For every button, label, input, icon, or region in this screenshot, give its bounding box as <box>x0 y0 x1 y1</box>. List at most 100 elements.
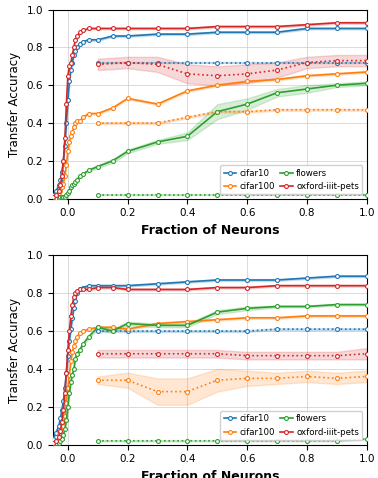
cifar10 <box>68 326 73 332</box>
cifar100 <box>57 190 61 196</box>
cifar100 <box>70 130 74 135</box>
cifar100 <box>51 194 55 200</box>
flowers <box>185 133 190 139</box>
oxford-iiit-pets <box>155 26 160 32</box>
cifar10 <box>77 41 82 46</box>
flowers <box>74 351 79 357</box>
cifar100 <box>96 111 100 117</box>
cifar10 <box>51 192 55 198</box>
cifar100 <box>155 101 160 107</box>
flowers <box>54 195 58 201</box>
X-axis label: Fraction of Neurons: Fraction of Neurons <box>141 224 279 237</box>
Line: flowers: flowers <box>51 303 369 445</box>
flowers <box>335 82 339 88</box>
flowers <box>58 438 63 444</box>
flowers <box>275 90 279 96</box>
flowers <box>81 341 85 347</box>
flowers <box>215 309 220 315</box>
cifar10 <box>305 275 309 281</box>
flowers <box>66 190 70 196</box>
cifar10 <box>335 273 339 279</box>
cifar100 <box>64 400 69 406</box>
flowers <box>67 188 71 194</box>
oxford-iiit-pets <box>71 44 76 50</box>
oxford-iiit-pets <box>81 28 85 33</box>
flowers <box>70 372 74 378</box>
oxford-iiit-pets <box>67 328 71 334</box>
cifar10 <box>96 37 100 43</box>
X-axis label: Fraction of Neurons: Fraction of Neurons <box>141 470 279 478</box>
cifar10 <box>61 398 66 404</box>
cifar100 <box>185 319 190 325</box>
oxford-iiit-pets <box>305 22 309 28</box>
cifar100 <box>305 313 309 319</box>
flowers <box>81 171 85 177</box>
flowers <box>64 417 69 423</box>
flowers <box>68 379 73 385</box>
cifar10 <box>245 277 249 283</box>
flowers <box>67 391 71 396</box>
cifar10 <box>54 430 58 436</box>
flowers <box>51 195 55 201</box>
oxford-iiit-pets <box>66 73 70 78</box>
cifar10 <box>125 283 130 289</box>
cifar10 <box>68 67 73 73</box>
oxford-iiit-pets <box>74 289 79 294</box>
oxford-iiit-pets <box>66 347 70 353</box>
cifar10 <box>96 283 100 289</box>
oxford-iiit-pets <box>87 26 91 32</box>
flowers <box>96 325 100 330</box>
oxford-iiit-pets <box>110 285 115 291</box>
cifar100 <box>60 428 64 434</box>
oxford-iiit-pets <box>51 440 55 445</box>
flowers <box>77 173 82 179</box>
cifar10 <box>60 169 64 175</box>
flowers <box>70 183 74 188</box>
cifar100 <box>73 337 77 343</box>
cifar100 <box>61 181 66 186</box>
oxford-iiit-pets <box>155 287 160 293</box>
cifar100 <box>335 71 339 77</box>
oxford-iiit-pets <box>71 294 76 300</box>
cifar100 <box>64 162 69 167</box>
oxford-iiit-pets <box>57 434 61 440</box>
cifar10 <box>66 98 70 103</box>
Line: cifar10: cifar10 <box>51 26 369 197</box>
oxford-iiit-pets <box>125 26 130 32</box>
oxford-iiit-pets <box>77 29 82 35</box>
oxford-iiit-pets <box>364 283 369 289</box>
cifar100 <box>125 326 130 332</box>
oxford-iiit-pets <box>335 283 339 289</box>
oxford-iiit-pets <box>73 290 77 296</box>
cifar100 <box>66 149 70 154</box>
oxford-iiit-pets <box>51 194 55 200</box>
cifar10 <box>71 52 76 58</box>
flowers <box>73 179 77 185</box>
oxford-iiit-pets <box>77 287 82 293</box>
Line: cifar100: cifar100 <box>51 70 369 199</box>
oxford-iiit-pets <box>125 287 130 293</box>
oxford-iiit-pets <box>70 52 74 58</box>
oxford-iiit-pets <box>68 60 73 65</box>
cifar10 <box>185 279 190 285</box>
oxford-iiit-pets <box>73 37 77 43</box>
cifar10 <box>335 26 339 32</box>
flowers <box>71 366 76 372</box>
cifar10 <box>51 436 55 442</box>
cifar10 <box>57 183 61 188</box>
oxford-iiit-pets <box>215 285 220 291</box>
cifar10 <box>364 273 369 279</box>
oxford-iiit-pets <box>87 287 91 293</box>
cifar100 <box>67 139 71 145</box>
cifar100 <box>57 436 61 442</box>
cifar10 <box>87 283 91 289</box>
oxford-iiit-pets <box>275 283 279 289</box>
cifar10 <box>77 287 82 293</box>
cifar100 <box>71 343 76 349</box>
oxford-iiit-pets <box>70 302 74 307</box>
cifar10 <box>58 415 63 421</box>
oxford-iiit-pets <box>60 419 64 425</box>
cifar10 <box>63 143 67 149</box>
cifar10 <box>67 78 71 84</box>
Line: cifar10: cifar10 <box>51 274 369 441</box>
